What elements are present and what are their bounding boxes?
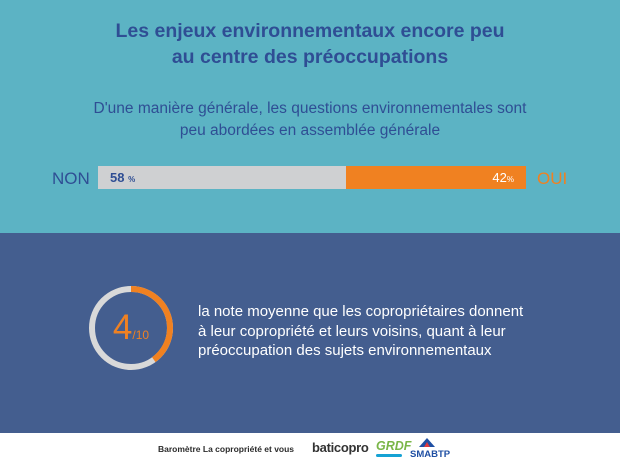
score-description: la note moyenne que les copropriétaires … — [198, 302, 558, 361]
score-gauge — [89, 286, 173, 370]
non-label: NON — [52, 169, 90, 188]
description-line-3: préoccupation des sujets environnementau… — [198, 342, 492, 359]
bar-segment-non: 58 % — [98, 166, 346, 189]
footer: Baromètre La copropriété et vous baticop… — [0, 433, 620, 465]
chart-question: D'une manière générale, les questions en… — [0, 98, 620, 142]
description-line-1: la note moyenne que les copropriétaires … — [198, 303, 524, 320]
grdf-logo-mark — [376, 454, 402, 457]
oui-value-label: 42% — [492, 166, 514, 191]
subtitle-line-2: peu abordées en assemblée générale — [179, 122, 441, 139]
bottom-panel — [0, 233, 620, 433]
description-line-2: à leur copropriété et leurs voisins, qua… — [198, 322, 506, 340]
smabtp-logo: SMABTP — [410, 449, 451, 460]
score-value: 4/10 — [88, 308, 174, 355]
page-title: Les enjeux environnementaux encore peu a… — [0, 18, 620, 70]
title-line-2: au centre des préoccupations — [171, 46, 449, 68]
score-denominator: /10 — [132, 328, 150, 342]
gauge-fill — [89, 286, 173, 370]
top-panel: Les enjeux environnementaux encore peu a… — [0, 0, 620, 233]
baticopro-logo: baticopro — [312, 440, 369, 455]
subtitle-line-1: D'une manière générale, les questions en… — [93, 100, 527, 117]
footer-text: Baromètre La copropriété et vous — [158, 444, 295, 454]
non-value-label: 58 % — [110, 166, 135, 191]
score-number: 4 — [112, 308, 133, 347]
grdf-logo: GRDF — [376, 439, 412, 453]
non-value: 58 — [110, 170, 125, 185]
non-value-unit: % — [128, 175, 136, 184]
title-line-1: Les enjeux environnementaux encore peu — [115, 20, 505, 42]
smabtp-logo-mark — [419, 438, 435, 447]
stacked-bar: 58 % 42% — [98, 166, 526, 189]
oui-value: 42 — [492, 170, 507, 185]
oui-label: OUI — [537, 169, 568, 188]
oui-value-unit: % — [506, 175, 514, 184]
bar-segment-oui: 42% — [346, 166, 526, 189]
